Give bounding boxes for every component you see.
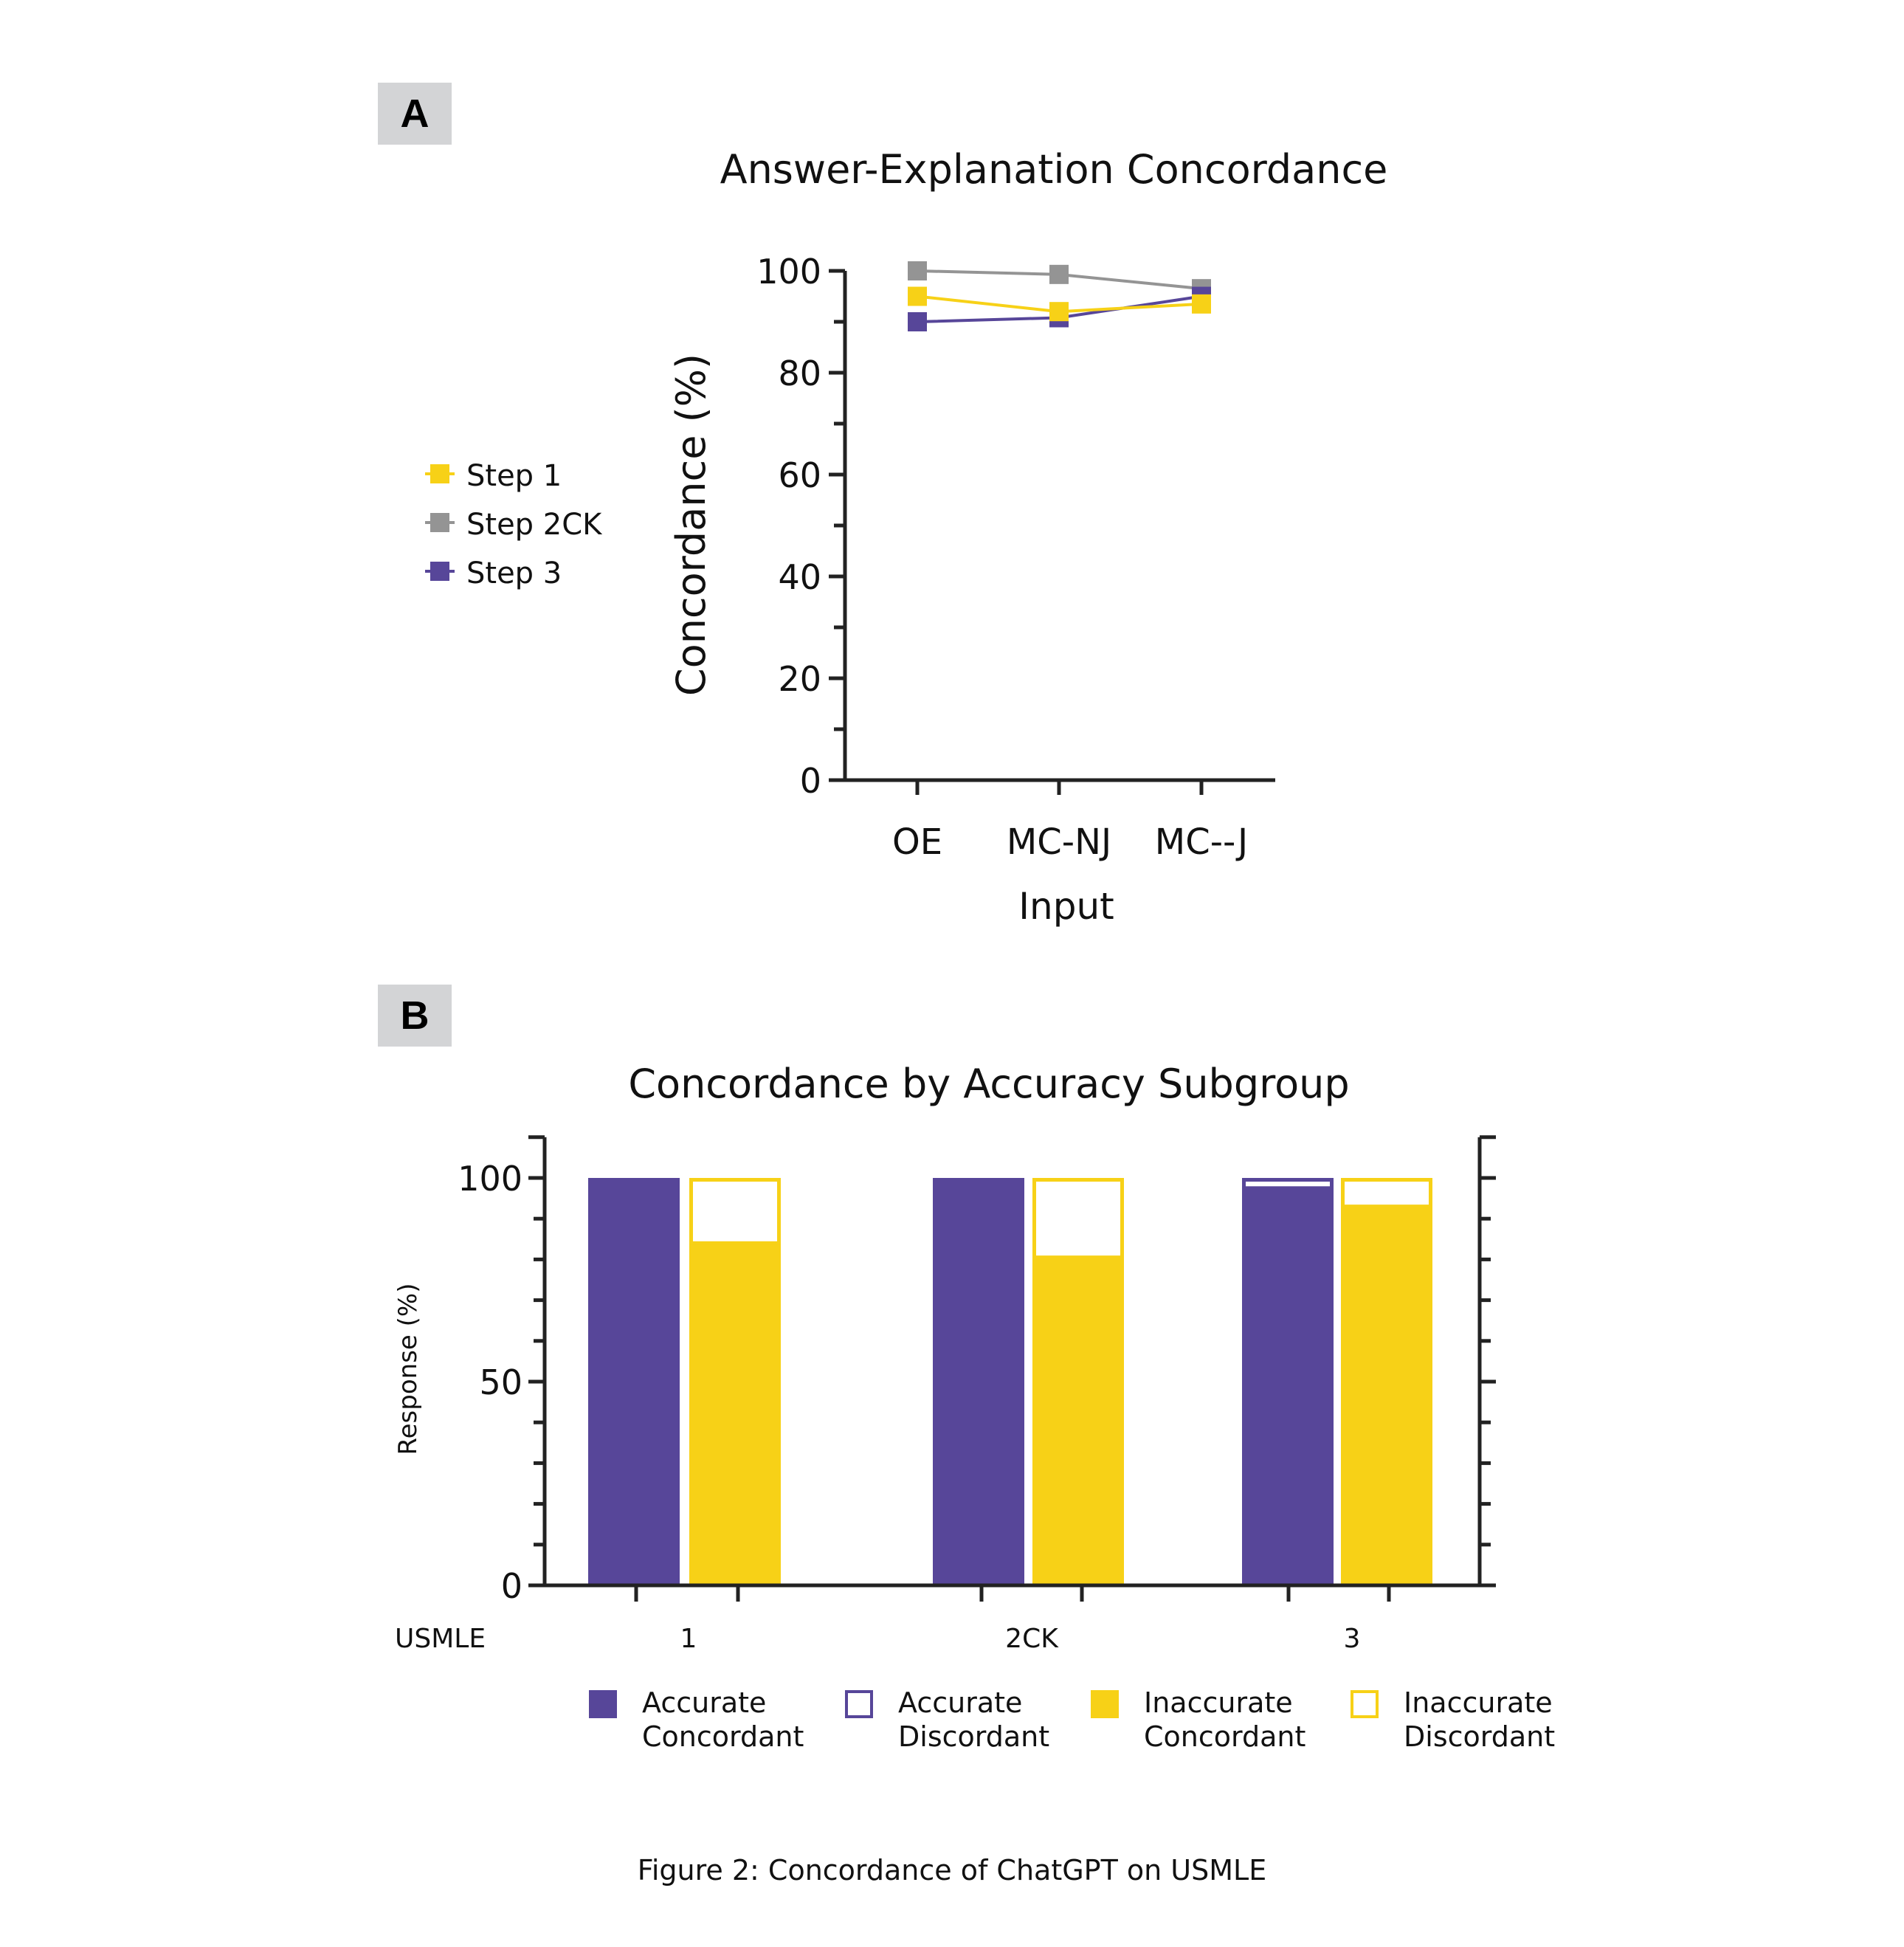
stacked-bar-chart-accuracy: Concordance by Accuracy Subgroup Respons… (393, 1061, 1555, 1753)
chart-b-title: Concordance by Accuracy Subgroup (628, 1061, 1349, 1107)
legend-label-line2: Concordant (1144, 1720, 1305, 1753)
chart-a-x-tick-label: MC--J (1155, 821, 1248, 863)
bar-inaccurate-concordant (689, 1243, 781, 1585)
chart-b-x-tick-label: 2CK (1005, 1624, 1059, 1654)
legend-marker-icon (430, 562, 449, 581)
legend-label-line1: Inaccurate (1404, 1686, 1553, 1719)
figure-caption: Figure 2: Concordance of ChatGPT on USML… (637, 1854, 1267, 1886)
legend-label-line1: Inaccurate (1144, 1686, 1293, 1719)
chart-b-xlabel: USMLE (395, 1624, 486, 1654)
chart-a-y-tick-label: 100 (756, 252, 821, 292)
chart-a-y-tick-label: 0 (800, 761, 821, 801)
panel-label-a: A (378, 83, 452, 145)
data-point-step-2ck (1049, 264, 1069, 284)
chart-a-y-tick-label: 60 (778, 455, 821, 495)
chart-b-y-tick-label: 100 (458, 1159, 522, 1199)
bar-inaccurate-concordant (1341, 1206, 1432, 1585)
chart-b-y-tick-label: 50 (479, 1362, 522, 1402)
data-point-step-3 (908, 312, 927, 331)
bar-inaccurate-discordant (1341, 1178, 1432, 1209)
chart-a-ylabel: Concordance (%) (668, 354, 714, 696)
chart-b-x-tick-label: 3 (1344, 1624, 1361, 1654)
legend-label-line1: Accurate (898, 1686, 1022, 1719)
chart-a-y-tick-label: 40 (778, 557, 821, 597)
chart-a-title: Answer-Explanation Concordance (720, 146, 1388, 193)
chart-a-y-tick-label: 80 (778, 354, 821, 393)
bar-inaccurate-discordant (1032, 1178, 1124, 1260)
legend-swatch-filled-icon (1091, 1690, 1119, 1718)
legend-label-line2: Concordant (642, 1720, 804, 1753)
data-point-step-1 (1192, 294, 1211, 314)
legend-swatch-outline-icon (845, 1690, 873, 1718)
line-chart-concordance: Answer-Explanation Concordance Concordan… (425, 146, 1388, 928)
panel-label-b: B (378, 985, 452, 1047)
bar-accurate-concordant (933, 1178, 1024, 1585)
legend-label: Step 3 (466, 556, 562, 590)
chart-a-x-tick-label: MC-NJ (1007, 821, 1111, 863)
legend-label: Step 2CK (466, 508, 603, 542)
data-point-step-1 (908, 286, 927, 306)
chart-a-x-tick-label: OE (892, 821, 942, 863)
legend-swatch-filled-icon (589, 1690, 617, 1718)
legend-label-line2: Discordant (1404, 1720, 1555, 1753)
data-point-step-1 (1049, 302, 1069, 322)
chart-b-x-tick-label: 1 (680, 1624, 697, 1654)
legend-marker-icon (430, 513, 449, 532)
bar-accurate-concordant (1242, 1188, 1334, 1585)
legend-swatch-outline-icon (1351, 1690, 1379, 1718)
legend-label-line1: Accurate (642, 1686, 766, 1719)
chart-a-xlabel: Input (1018, 885, 1114, 928)
chart-b-ylabel: Response (%) (393, 1283, 423, 1455)
chart-a-y-tick-label: 20 (778, 659, 821, 699)
bar-accurate-discordant (1242, 1178, 1334, 1190)
legend-marker-icon (430, 464, 449, 483)
bar-inaccurate-concordant (1032, 1257, 1124, 1585)
chart-b-y-tick-label: 0 (501, 1566, 522, 1606)
bar-inaccurate-discordant (689, 1178, 781, 1245)
legend-label: Step 1 (466, 459, 562, 493)
data-point-step-2ck (908, 261, 927, 280)
legend-label-line2: Discordant (898, 1720, 1049, 1753)
bar-accurate-concordant (588, 1178, 680, 1585)
